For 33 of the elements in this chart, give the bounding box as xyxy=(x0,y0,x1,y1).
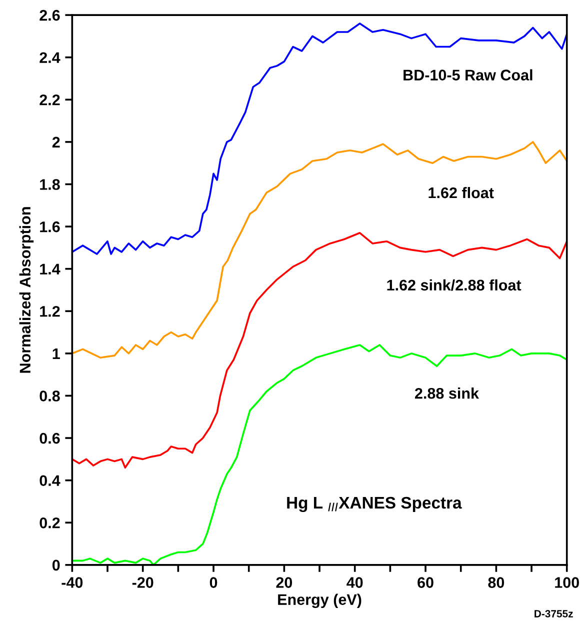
x-axis-title: Energy (eV) xyxy=(278,594,362,608)
y-tick-label: 2.2 xyxy=(40,94,60,106)
x-tick-label: 40 xyxy=(346,577,363,588)
x-tick-label: 80 xyxy=(488,577,504,588)
y-tick-label: 1.2 xyxy=(40,306,60,317)
line-series xyxy=(72,232,567,469)
series-label: 2.88 sink xyxy=(414,388,480,399)
y-tick-label: 2.6 xyxy=(40,10,60,21)
y-tick-label: 1.4 xyxy=(40,264,60,274)
y-tick-label: 1 xyxy=(52,348,60,359)
y-axis-title: Normalized Absorption xyxy=(19,207,34,373)
series-label: 1.62 sink/2.88 float xyxy=(387,279,522,291)
x-tick-label: -40 xyxy=(62,577,83,588)
x-tick-label: 0 xyxy=(210,577,218,588)
x-tick-label: -20 xyxy=(132,577,154,588)
y-tick-label: 0.8 xyxy=(40,390,60,402)
x-tick-label: 60 xyxy=(418,577,434,588)
series-label: 1.62 float xyxy=(428,186,494,198)
y-tick-label: 0.2 xyxy=(40,517,60,528)
y-tick-label: 0 xyxy=(52,560,60,571)
y-tick-label: 2.4 xyxy=(40,52,60,63)
x-tick-label: 20 xyxy=(276,577,292,588)
annotation: Hg L $_{III}$XANES Spectra xyxy=(287,496,462,512)
line-series xyxy=(72,22,567,255)
x-tick-label: 100 xyxy=(555,577,579,588)
line-series xyxy=(72,141,567,359)
y-tick-label: 1.6 xyxy=(40,221,60,232)
text: BD-10-5 Raw Coal xyxy=(404,69,532,80)
y-tick-label: 0.4 xyxy=(40,475,60,486)
y-tick-label: 2 xyxy=(52,136,60,148)
y-tick-label: 0.6 xyxy=(40,432,60,444)
text: D-3755z xyxy=(534,610,573,618)
y-tick-label: 1.8 xyxy=(40,179,60,190)
